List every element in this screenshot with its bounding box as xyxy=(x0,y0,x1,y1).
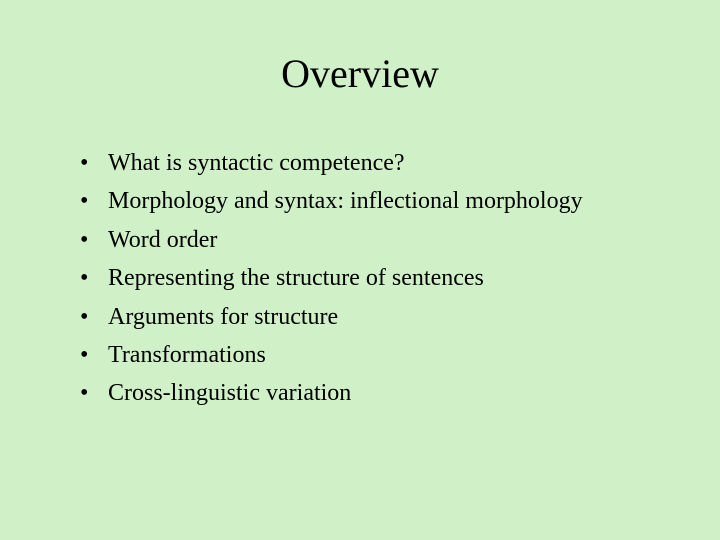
bullet-icon: • xyxy=(80,185,88,217)
bullet-icon: • xyxy=(80,339,88,371)
list-item: • What is syntactic competence? xyxy=(80,147,660,179)
list-item: • Morphology and syntax: inflectional mo… xyxy=(80,185,660,217)
bullet-text: Cross-linguistic variation xyxy=(108,380,351,406)
bullet-icon: • xyxy=(80,301,88,333)
list-item: • Transformations xyxy=(80,339,660,371)
list-item: • Representing the structure of sentence… xyxy=(80,262,660,294)
bullet-text: Word order xyxy=(108,227,217,253)
slide-title: Overview xyxy=(60,50,660,97)
list-item: • Cross-linguistic variation xyxy=(80,377,660,409)
bullet-text: Morphology and syntax: inflectional morp… xyxy=(108,188,583,214)
list-item: • Arguments for structure xyxy=(80,301,660,333)
bullet-text: Transformations xyxy=(108,342,266,368)
bullet-text: Arguments for structure xyxy=(108,304,338,330)
bullet-text: Representing the structure of sentences xyxy=(108,265,484,291)
bullet-icon: • xyxy=(80,377,88,409)
bullet-icon: • xyxy=(80,262,88,294)
bullet-list: • What is syntactic competence? • Morpho… xyxy=(60,147,660,410)
slide: Overview • What is syntactic competence?… xyxy=(0,0,720,540)
bullet-icon: • xyxy=(80,147,88,179)
bullet-icon: • xyxy=(80,224,88,256)
bullet-text: What is syntactic competence? xyxy=(108,150,405,176)
list-item: • Word order xyxy=(80,224,660,256)
